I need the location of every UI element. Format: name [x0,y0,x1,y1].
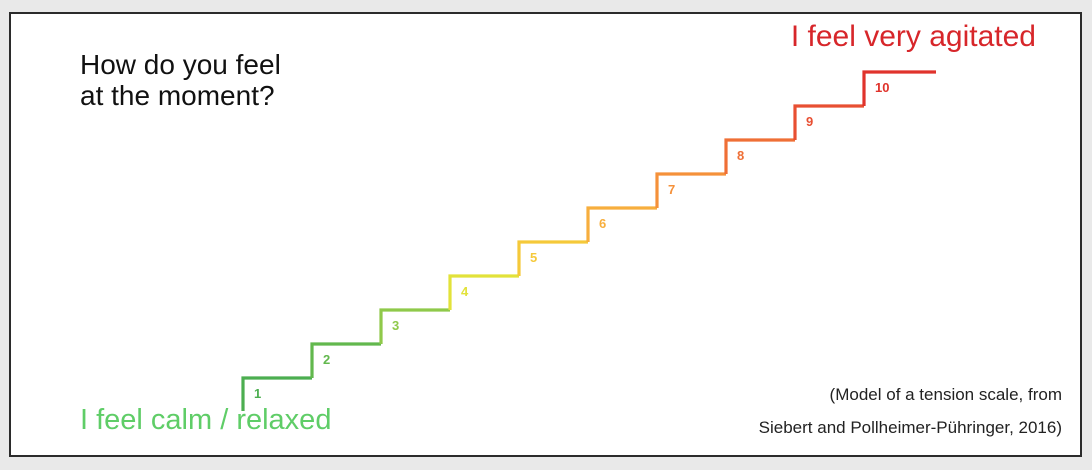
stair-step-3 [379,308,450,344]
citation: (Model of a tension scale, from Siebert … [642,378,1062,444]
citation-line-1: (Model of a tension scale, from [829,385,1062,404]
citation-line-2: Siebert and Pollheimer-Pühringer, 2016) [758,418,1062,437]
agitated-label: I feel very agitated [790,20,1036,53]
stair-step-label-4: 4 [461,284,469,299]
stair-step-label-6: 6 [599,216,606,231]
tension-scale-panel [9,12,1082,457]
stair-step-label-7: 7 [668,182,675,197]
stair-step-8 [724,138,795,174]
stair-step-6 [586,206,657,242]
stair-step-label-3: 3 [392,318,399,333]
stair-step-7 [655,172,726,208]
question-line-2: at the moment? [80,80,275,111]
stair-step-label-10: 10 [875,80,889,95]
stair-step-label-1: 1 [254,386,261,401]
stair-step-9 [793,104,864,140]
question-line-1: How do you feel [80,49,281,80]
stair-step-5 [517,240,588,276]
stair-step-4 [448,274,519,310]
stair-step-1 [241,376,312,411]
calm-label: I feel calm / relaxed [80,404,332,436]
question-text: How do you feel at the moment? [80,49,400,111]
stair-step-label-5: 5 [530,250,537,265]
stair-step-label-8: 8 [737,148,744,163]
stair-step-label-2: 2 [323,352,330,367]
stair-step-2 [310,342,381,378]
stair-step-label-9: 9 [806,114,813,129]
stair-step-10 [862,70,936,106]
